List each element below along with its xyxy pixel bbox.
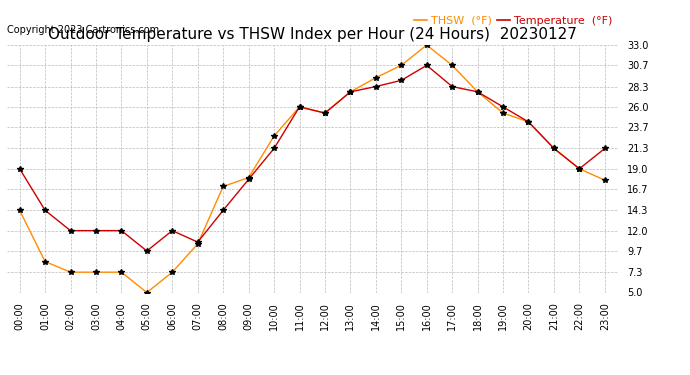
Title: Outdoor Temperature vs THSW Index per Hour (24 Hours)  20230127: Outdoor Temperature vs THSW Index per Ho… — [48, 27, 577, 42]
Legend: THSW  (°F), Temperature  (°F): THSW (°F), Temperature (°F) — [414, 16, 612, 26]
Text: Copyright 2023 Cartronics.com: Copyright 2023 Cartronics.com — [7, 25, 159, 35]
